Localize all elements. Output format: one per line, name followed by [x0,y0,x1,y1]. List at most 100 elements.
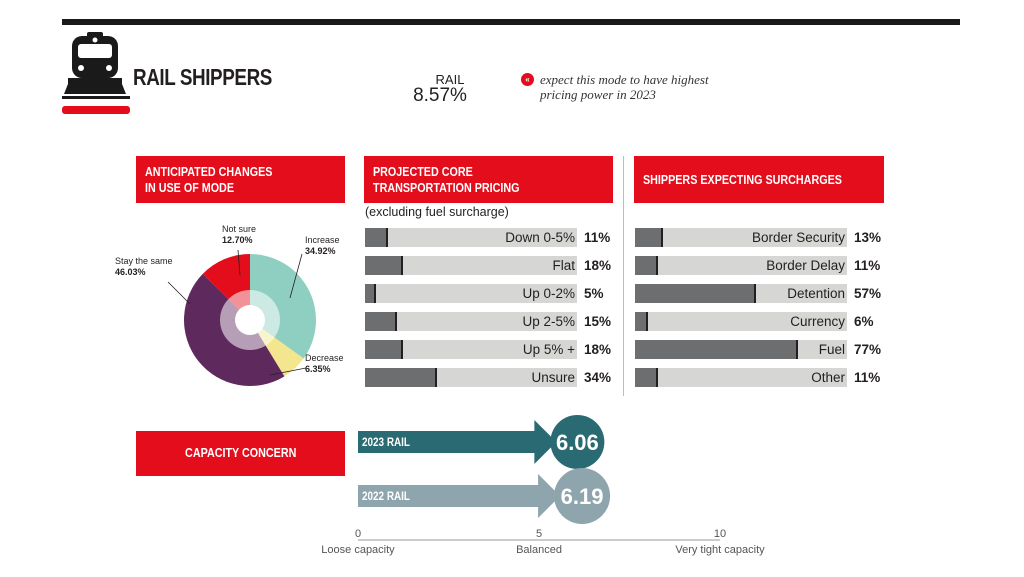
bar-row-up-0-2: Up 0-2% 5% [365,284,627,303]
bar-fuel [635,340,799,359]
mode-label: RAIL [435,72,465,87]
bar-up-5 [365,340,404,359]
slice-label-not-sure: Not sure 12.70% [222,224,257,245]
bar-track [635,312,847,331]
capacity-series-2023-rail: 2023 RAIL 6.06 [358,415,605,469]
donut-leader-line [167,281,191,305]
capacity-series-label: 2023 RAIL [362,435,410,449]
bar-track [635,368,847,387]
slice-label-decrease: Decrease 6.35% [305,353,344,374]
capacity-tick-caption: Balanced [516,544,562,556]
bar-label: Currency [790,314,845,329]
capacity-arrow [358,420,557,464]
surcharges-header: SHIPPERS EXPECTING SURCHARGES [634,156,884,203]
mode-value: 8.57% [413,85,467,106]
pricing-subtitle: (excluding fuel surcharge) [365,205,509,219]
bar-up-0-2 [365,284,376,303]
pricing-title-line2: TRANSPORTATION PRICING [373,181,520,195]
bar-track [365,228,577,247]
anticipated-title-line2: IN USE OF MODE [145,181,234,195]
bar-track [635,228,847,247]
capacity-tick-label: 5 [536,528,542,540]
bar-row-fuel: Fuel 77% [635,340,897,359]
train-icon [60,30,132,116]
bar-value-label: 18% [584,342,612,357]
bar-row-flat: Flat 18% [365,256,627,275]
bar-currency [635,312,648,331]
bar-label: Detention [787,286,845,301]
anticipated-header: ANTICIPATED CHANGES IN USE OF MODE [136,156,345,203]
bar-border-security [635,228,663,247]
bar-label: Border Delay [766,258,845,273]
bar-label: Unsure [531,370,575,385]
pricing-power-note: expect this mode to have highest pricing… [540,72,709,102]
bar-other [635,368,659,387]
bar-label: Other [811,370,845,385]
capacity-arrow [358,474,561,518]
capacity-tick-caption: Very tight capacity [675,544,765,556]
capacity-series-label: 2022 RAIL [362,489,410,503]
bar-value-label: 15% [584,314,612,329]
bar-value-label: 11% [584,230,611,245]
bar-label: Down 0-5% [505,230,575,245]
bar-value-label: 11% [854,258,881,273]
bar-value-label: 18% [584,258,612,273]
bar-border-delay [635,256,659,275]
capacity-value-circle [554,468,611,524]
bar-down-0-5 [365,228,389,247]
bar-label: Flat [552,258,575,273]
bar-label: Up 0-2% [522,286,575,301]
capacity-value-circle [550,415,605,469]
bar-flat [365,256,404,275]
pricing-title-line1: PROJECTED CORE [373,165,473,179]
bar-value-label: 6% [854,314,874,329]
bar-value-label: 77% [854,342,882,357]
bar-track [365,340,577,359]
donut-leader-line [289,253,303,299]
bar-row-unsure: Unsure 34% [365,368,627,387]
page-title: RAIL SHIPPERS [133,64,272,90]
bar-track [365,256,577,275]
capacity-chart: 2023 RAIL 6.06 2022 RAIL 6.19 0 Loose capacit… [321,415,765,556]
bar-up-2-5 [365,312,397,331]
bar-row-detention: Detention 57% [635,284,897,303]
bar-track [365,284,577,303]
donut-slice-increase [250,254,316,359]
bar-label: Fuel [818,342,845,357]
bar-label: Border Security [751,230,845,245]
bar-detention [635,284,756,303]
bar-value-label: 11% [854,370,881,385]
capacity-tick-label: 10 [714,528,726,540]
surcharges-title: SHIPPERS EXPECTING SURCHARGES [643,173,842,187]
bar-label: Up 2-5% [522,314,575,329]
bar-value-label: 34% [584,370,612,385]
bar-value-label: 57% [854,286,882,301]
bar-row-other: Other 11% [635,368,897,387]
bar-label: Up 5% + [522,342,575,357]
double-chevron-left-icon: « [521,73,534,86]
bar-value-label: 5% [584,286,604,301]
donut-hole [235,305,265,335]
anticipated-title-line1: ANTICIPATED CHANGES [145,165,273,179]
bar-track [365,312,577,331]
bar-track [635,256,847,275]
bar-unsure [365,368,438,387]
capacity-header: CAPACITY CONCERN [136,431,345,476]
section-divider [623,156,624,396]
bar-row-down-0-5: Down 0-5% 11% [365,228,627,247]
bar-row-up-2-5: Up 2-5% 15% [365,312,627,331]
capacity-tick-label: 0 [355,528,361,540]
pricing-header: PROJECTED CORE TRANSPORTATION PRICING [364,156,613,203]
bar-row-up-5: Up 5% + 18% [365,340,627,359]
top-rule [62,19,960,25]
bar-value-label: 13% [854,230,882,245]
bar-row-border-security: Border Security 13% [635,228,897,247]
slice-label-increase: Increase 34.92% [305,235,340,256]
capacity-value-label: 6.06 [556,430,599,455]
donut-leader-line [237,249,241,276]
donut-leader-line [269,367,307,376]
capacity-value-label: 6.19 [561,484,604,509]
bar-row-currency: Currency 6% [635,312,897,331]
slice-label-stay-the-same: Stay the same 46.03% [115,256,173,277]
bar-row-border-delay: Border Delay 11% [635,256,897,275]
